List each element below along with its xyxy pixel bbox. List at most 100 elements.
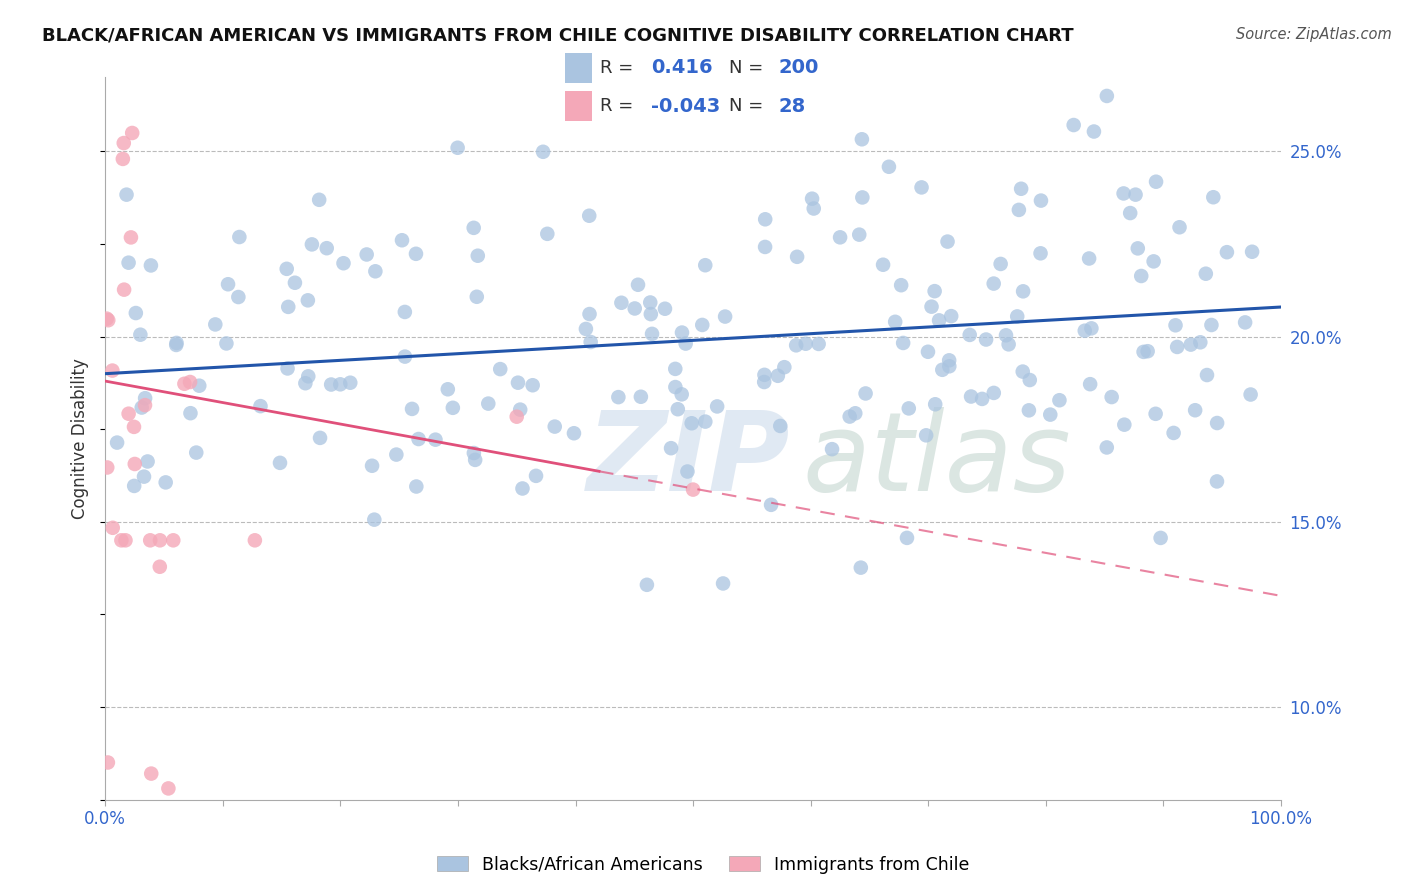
Point — [120, 230, 142, 244]
Point — [1234, 315, 1257, 329]
Point — [524, 468, 547, 483]
Point — [215, 336, 238, 351]
Point — [654, 301, 676, 316]
Point — [627, 277, 650, 292]
Point — [162, 533, 184, 548]
Point — [228, 230, 250, 244]
Point — [1010, 182, 1032, 196]
Point — [394, 305, 416, 319]
Point — [186, 445, 208, 459]
Point — [1029, 194, 1052, 208]
Point — [405, 247, 427, 261]
Text: N =: N = — [728, 59, 769, 77]
Point — [1074, 324, 1097, 338]
Point — [228, 290, 250, 304]
Point — [477, 396, 499, 410]
Point — [101, 363, 124, 377]
Point — [1012, 285, 1035, 299]
Point — [938, 353, 960, 368]
Point — [928, 313, 950, 327]
Point — [1163, 425, 1185, 440]
Point — [101, 521, 124, 535]
Point — [463, 446, 485, 460]
Point — [96, 311, 118, 326]
Point — [1078, 252, 1101, 266]
Point — [464, 453, 486, 467]
Point — [896, 531, 918, 545]
Point — [96, 460, 118, 475]
Point — [125, 306, 148, 320]
Point — [1049, 393, 1071, 408]
Point — [754, 240, 776, 254]
Point — [1080, 321, 1102, 335]
Point — [173, 376, 195, 391]
Point — [974, 333, 997, 347]
Point — [277, 361, 299, 376]
Point — [1132, 344, 1154, 359]
Point — [531, 145, 554, 159]
Point — [786, 250, 808, 264]
Point — [917, 344, 939, 359]
Text: ZIP: ZIP — [588, 407, 790, 514]
Point — [706, 400, 728, 414]
Point — [361, 458, 384, 473]
Point — [132, 469, 155, 483]
Point — [623, 301, 645, 316]
Point — [754, 368, 776, 382]
Point — [301, 237, 323, 252]
Point — [575, 322, 598, 336]
Point — [506, 409, 529, 424]
Point — [877, 160, 900, 174]
Point — [179, 375, 201, 389]
Point — [1216, 245, 1239, 260]
Point — [408, 432, 430, 446]
Point — [910, 180, 932, 194]
Text: 200: 200 — [778, 58, 818, 78]
FancyBboxPatch shape — [565, 54, 592, 83]
Point — [363, 513, 385, 527]
Point — [636, 578, 658, 592]
Point — [1005, 310, 1028, 324]
Point — [754, 375, 776, 389]
Point — [1078, 377, 1101, 392]
Point — [884, 315, 907, 329]
Point — [1143, 254, 1166, 268]
Point — [959, 327, 981, 342]
Point — [294, 376, 316, 391]
Point — [666, 402, 689, 417]
Point — [364, 264, 387, 278]
Point — [425, 433, 447, 447]
Point — [794, 336, 817, 351]
Point — [1149, 531, 1171, 545]
Point — [855, 386, 877, 401]
Point — [446, 141, 468, 155]
Point — [134, 391, 156, 405]
Point — [640, 307, 662, 321]
Text: N =: N = — [728, 97, 769, 115]
Point — [695, 415, 717, 429]
Point — [441, 401, 464, 415]
Point — [671, 326, 693, 340]
Point — [339, 376, 361, 390]
Point — [506, 376, 529, 390]
Point — [332, 256, 354, 270]
Point — [136, 454, 159, 468]
Point — [124, 457, 146, 471]
Point — [801, 192, 824, 206]
Point — [179, 406, 201, 420]
Point — [807, 337, 830, 351]
Point — [149, 533, 172, 548]
Legend: Blacks/African Americans, Immigrants from Chile: Blacks/African Americans, Immigrants fro… — [432, 850, 974, 879]
Point — [891, 335, 914, 350]
Point — [117, 407, 139, 421]
Point — [1206, 475, 1229, 489]
Point — [1195, 267, 1218, 281]
Point — [329, 377, 352, 392]
Point — [1168, 220, 1191, 235]
Point — [579, 334, 602, 349]
Point — [204, 318, 226, 332]
Point — [990, 257, 1012, 271]
Point — [249, 399, 271, 413]
Point — [297, 369, 319, 384]
Point — [851, 190, 873, 204]
